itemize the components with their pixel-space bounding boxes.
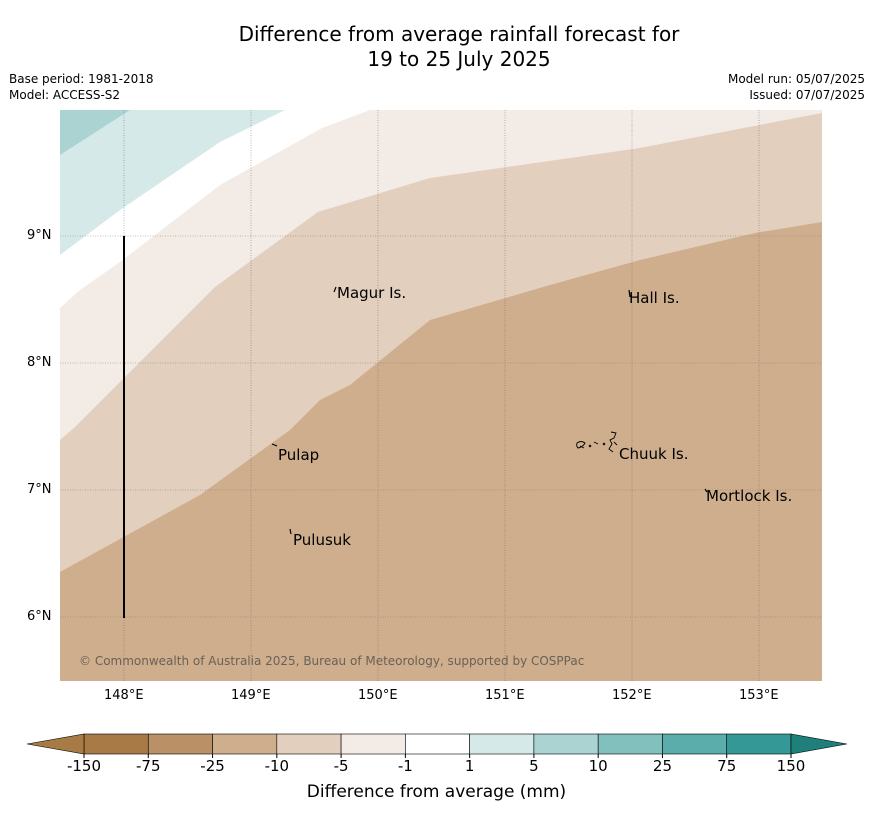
pulusuk-island-shape bbox=[289, 528, 292, 535]
colorbar-swatch bbox=[147, 733, 213, 755]
colorbar-swatch bbox=[597, 733, 663, 755]
colorbar: -150 -75 -25 -10 -5 -1 1 5 10 25 75 150 bbox=[26, 733, 848, 775]
mortlock-island-shape bbox=[704, 488, 708, 493]
band-1-5 bbox=[60, 110, 285, 255]
colorbar-tick-label: 150 bbox=[777, 757, 806, 775]
colorbar-swatch bbox=[212, 733, 278, 755]
place-chuuk: Chuuk Is. bbox=[619, 445, 689, 463]
place-hall: Hall Is. bbox=[629, 289, 680, 307]
lat-label-8n: 8°N bbox=[27, 355, 52, 370]
copyright-notice: © Commonwealth of Australia 2025, Bureau… bbox=[79, 654, 585, 668]
title-line-2: 19 to 25 July 2025 bbox=[367, 47, 551, 71]
lon-label-149e: 149°E bbox=[231, 688, 271, 703]
colorbar-tick-label: -75 bbox=[136, 757, 161, 775]
issued-date: Issued: 07/07/2025 bbox=[749, 88, 865, 102]
base-period: Base period: 1981-2018 bbox=[9, 72, 154, 86]
colorbar-swatch bbox=[726, 733, 792, 755]
lat-label-9n: 9°N bbox=[27, 228, 52, 243]
colorbar-swatches bbox=[83, 733, 792, 755]
colorbar-swatch bbox=[469, 733, 535, 755]
colorbar-tick-label: 1 bbox=[465, 757, 475, 775]
title-line-1: Difference from average rainfall forecas… bbox=[238, 22, 680, 46]
colorbar-tick-label: -25 bbox=[200, 757, 225, 775]
lat-label-6n: 6°N bbox=[27, 609, 52, 624]
map-title: Difference from average rainfall forecas… bbox=[0, 22, 873, 72]
colorbar-swatch bbox=[83, 733, 149, 755]
colorbar-swatch bbox=[340, 733, 406, 755]
place-mortlock: Mortlock Is. bbox=[706, 487, 793, 505]
place-magur: Magur Is. bbox=[337, 284, 407, 302]
colorbar-tick-label: -10 bbox=[265, 757, 290, 775]
islands bbox=[271, 286, 708, 535]
place-pulap: Pulap bbox=[278, 446, 320, 464]
colorbar-swatch bbox=[405, 733, 470, 755]
meta-right: Model run: 05/07/2025 Issued: 07/07/2025 bbox=[728, 71, 865, 103]
colorbar-tick-label: -150 bbox=[67, 757, 101, 775]
lon-label-150e: 150°E bbox=[358, 688, 398, 703]
magur-island-shape bbox=[333, 286, 337, 293]
colorbar-left-extension bbox=[26, 733, 85, 755]
colorbar-right-extension bbox=[790, 733, 848, 755]
colorbar-tick-label: 25 bbox=[653, 757, 672, 775]
colorbar-swatch bbox=[662, 733, 728, 755]
meta-left: Base period: 1981-2018 Model: ACCESS-S2 bbox=[9, 71, 154, 103]
colorbar-label: Difference from average (mm) bbox=[306, 782, 567, 802]
forecast-shading bbox=[60, 110, 822, 681]
colorbar-swatch bbox=[533, 733, 599, 755]
band-minus5-minus1 bbox=[60, 110, 822, 440]
lon-label-153e: 153°E bbox=[739, 688, 779, 703]
colorbar-ticks: -150 -75 -25 -10 -5 -1 1 5 10 25 75 150 bbox=[67, 754, 805, 775]
place-pulusuk: Pulusuk bbox=[293, 531, 351, 549]
hall-island-shape bbox=[628, 289, 631, 298]
band-5-10 bbox=[60, 110, 130, 155]
colorbar-tick-label: -5 bbox=[334, 757, 349, 775]
colorbar-tick-label: 5 bbox=[529, 757, 539, 775]
colorbar-tick-label: -1 bbox=[398, 757, 413, 775]
model-name: Model: ACCESS-S2 bbox=[9, 88, 121, 102]
model-run: Model run: 05/07/2025 bbox=[727, 72, 865, 86]
pulap-island-shape bbox=[271, 443, 278, 447]
chuuk-lagoon-shape bbox=[576, 431, 618, 453]
lon-label-151e: 151°E bbox=[485, 688, 525, 703]
colorbar-tick-label: 10 bbox=[589, 757, 608, 775]
gridlines bbox=[60, 110, 822, 681]
lon-label-152e: 152°E bbox=[612, 688, 652, 703]
lon-label-148e: 148°E bbox=[104, 688, 144, 703]
colorbar-swatch bbox=[276, 733, 342, 755]
colorbar-tick-label: 75 bbox=[717, 757, 736, 775]
lat-label-7n: 7°N bbox=[27, 482, 52, 497]
